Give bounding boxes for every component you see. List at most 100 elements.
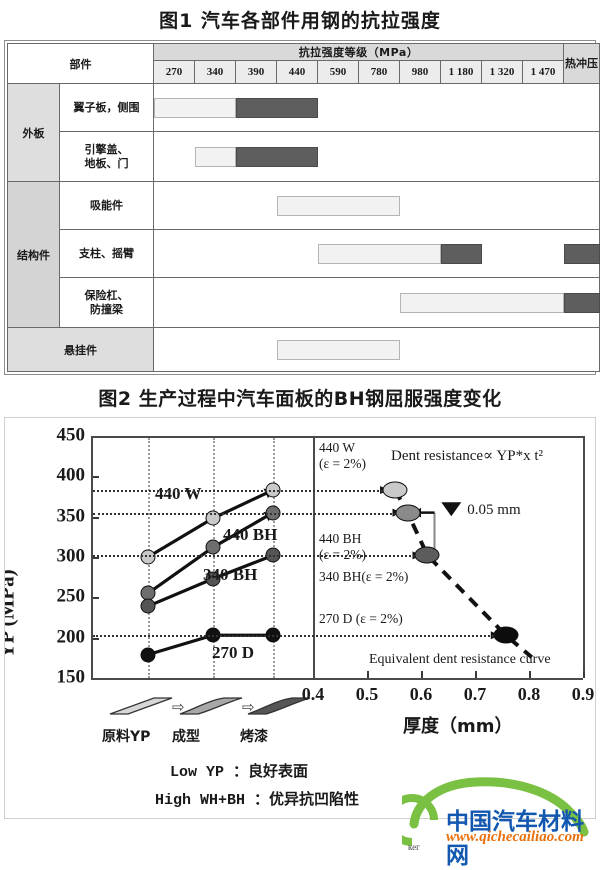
series-label-270d: 270 D: [212, 643, 255, 663]
leader-line: [93, 490, 384, 493]
strength-bar: [277, 195, 400, 216]
y-tick-mark: [93, 516, 99, 519]
table-row: 悬挂件: [7, 327, 600, 372]
data-point: [140, 647, 156, 663]
grade-340: 340: [194, 60, 236, 84]
grade-390: 390: [235, 60, 277, 84]
y-tick-label: 300: [56, 545, 86, 567]
x-tick-mark: [529, 671, 531, 678]
figure2-title: 图2 生产过程中汽车面板的BH钢屈服强度变化: [98, 388, 502, 410]
process-label: 烤漆: [240, 729, 268, 745]
leader-line: [93, 512, 396, 515]
group-label-outer: 外板: [7, 83, 60, 182]
process-arrow-icon: ⇨: [242, 699, 255, 716]
chart-axis-right: [583, 436, 585, 678]
dent-resistance-point: [395, 504, 420, 522]
annotation-440bh: 440 BH: [319, 530, 362, 546]
x-tick-mark: [583, 671, 585, 678]
row-label-hood: 引擎盖、 地板、门: [59, 131, 154, 182]
y-tick-label: 400: [56, 464, 86, 486]
x-axis-label: 厚度（mm）: [403, 716, 513, 737]
grade-270: 270: [153, 60, 195, 84]
data-point: [205, 539, 221, 555]
table-header-row-2: 270 340 390 440 590 780 980 1 180 1 320 …: [8, 60, 600, 84]
process-plate-icon: [179, 697, 243, 715]
grade-780: 780: [358, 60, 400, 84]
y-tick-label: 250: [56, 585, 86, 607]
bar-track: [152, 327, 600, 372]
process-label: 成型: [172, 729, 200, 745]
annotation-440w: 440 W: [319, 440, 356, 455]
series-label-440w: 440 W: [155, 483, 202, 503]
strength-bar: [441, 243, 482, 264]
strength-bar: [236, 97, 318, 118]
caption-low-yp: Low YP ：良好表面: [170, 764, 309, 781]
y-tick-label: 150: [56, 666, 86, 688]
leader-line: [93, 635, 494, 638]
process-plate-icon: [109, 697, 173, 715]
y-tick-mark: [93, 597, 99, 600]
table-row: 保险杠、 防撞梁: [8, 277, 600, 328]
strength-bar: [195, 146, 236, 167]
process-arrow-icon: ⇨: [172, 699, 185, 716]
x-tick-label: 0.4: [301, 684, 325, 704]
header-hot-stamping: 热冲压: [563, 43, 600, 84]
svg-text:кег: кег: [408, 842, 420, 852]
strength-bar: [154, 97, 236, 118]
row-label-pillar: 支柱、摇臂: [59, 229, 154, 278]
x-tick-label: 0.6: [409, 684, 433, 704]
strength-bar: [236, 146, 318, 167]
group-label-structural: 结构件: [7, 181, 60, 328]
grade-980: 980: [399, 60, 441, 84]
annotation-formula: Dent resistance∝ YP*x t²: [391, 448, 543, 464]
annotation-curve-caption: Equivalent dent resistance curve: [369, 652, 551, 667]
x-tick-mark: [475, 671, 477, 678]
group-label-suspension: 悬挂件: [7, 327, 154, 372]
chart-axis-top: [91, 436, 583, 438]
figure1-title: 图1 汽车各部件用钢的抗拉强度: [159, 10, 441, 32]
grade-590: 590: [317, 60, 359, 84]
row-label-bumper-line1: 保险杠、: [84, 288, 129, 302]
row-label-hood-line1: 引擎盖、: [84, 142, 129, 156]
y-tick-label: 450: [56, 424, 86, 446]
y-tick-mark: [93, 637, 99, 640]
header-strength-group: 抗拉强度等级（MPa）: [152, 43, 565, 61]
y-axis-label: YP (MPa): [4, 569, 19, 659]
watermark-url: www.qichecailiao.com: [446, 829, 584, 845]
data-point: [205, 571, 221, 587]
y-tick-label: 350: [56, 505, 86, 527]
delta-marker-icon: [441, 502, 462, 517]
x-tick-label: 0.9: [571, 684, 595, 704]
dent-resistance-point: [382, 481, 408, 499]
x-tick-label: 0.7: [463, 684, 487, 704]
table-row: 引擎盖、 地板、门: [8, 131, 600, 182]
grade-1180: 1 180: [440, 60, 482, 84]
annotation-440bh-strain: (ε = 2%): [319, 546, 367, 562]
series-segment: [147, 633, 214, 657]
series-label-440bh: 440 BH: [223, 525, 278, 545]
bar-track: [152, 83, 600, 132]
row-label-bumper-line2: 防撞梁: [90, 302, 123, 316]
table-header-row-1: 部件 抗拉强度等级（MPa） 热冲压: [7, 43, 600, 84]
table-row: 支柱、摇臂: [8, 229, 600, 278]
annotation-delta-thickness: 0.05 mm: [467, 501, 521, 518]
strength-table: 部件 抗拉强度等级（MPa） 热冲压 270 340 390 440 590 7…: [7, 43, 600, 372]
bar-track: [152, 131, 600, 182]
strength-bar: [400, 292, 564, 313]
table-row: 外板 翼子板，侧围: [7, 83, 600, 182]
grade-1470: 1 470: [521, 60, 565, 84]
x-tick-mark: [421, 671, 423, 678]
strength-bar: [564, 243, 600, 264]
y-tick-label: 200: [56, 626, 86, 648]
strength-table-wrapper: 部件 抗拉强度等级（MPa） 热冲压 270 340 390 440 590 7…: [4, 40, 600, 375]
grade-440: 440: [276, 60, 318, 84]
leader-line: [93, 555, 416, 558]
chart-axis-bottom: [91, 678, 583, 680]
table-row: 结构件 吸能件: [7, 181, 600, 328]
header-part: 部件: [7, 43, 154, 84]
row-label-hood-line2: 地板、门: [84, 156, 129, 170]
x-tick-label: 0.5: [355, 684, 379, 704]
strength-bar: [564, 292, 600, 313]
chart-axis-left: [91, 436, 93, 678]
x-tick-label: 0.8: [517, 684, 541, 704]
